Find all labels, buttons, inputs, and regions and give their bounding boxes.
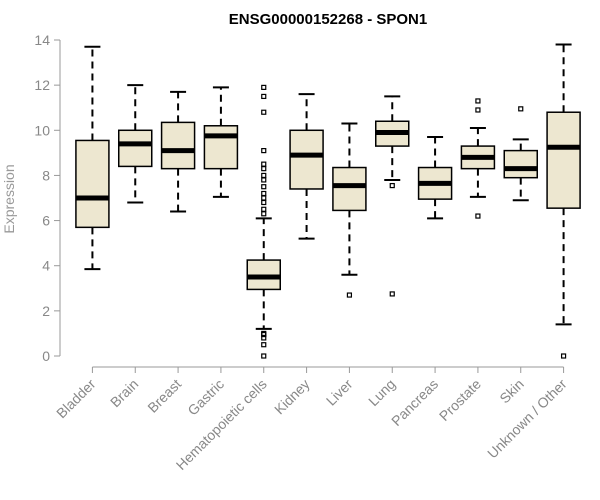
outlier-point [261,148,267,154]
outlier-point [261,177,267,183]
box-liver [332,122,367,298]
boxes-group [75,43,581,359]
x-category-label: Kidney [271,376,313,418]
box-skin [503,106,538,202]
outlier-point [261,109,267,115]
outlier-point [261,342,267,348]
box-iqr [75,139,110,229]
x-category-label: Brain [107,376,141,410]
outlier-point [261,211,267,217]
y-tick-label: 0 [42,348,50,364]
box-iqr [289,129,324,190]
outlier-point [560,353,567,359]
box-iqr [160,121,196,170]
outlier-point [261,172,267,179]
outlier-point [261,161,267,167]
outlier-point [261,190,267,197]
outlier-point [261,353,267,359]
box-hematopoietic-cells [246,84,281,359]
box-iqr [118,129,153,168]
box-iqr [503,149,538,179]
outlier-point [261,93,267,100]
outlier-point [346,292,353,298]
x-category-label: Unknown / Other [484,376,570,462]
outlier-point [389,291,395,297]
box-kidney [289,93,324,240]
x-category-label: Gastric [184,376,227,419]
x-category-label: Bladder [53,376,99,422]
x-category-label: Breast [144,376,184,416]
y-tick-label: 10 [34,122,50,138]
y-tick-label: 6 [42,213,50,229]
outlier-point [475,98,481,104]
outlier-point [261,330,267,337]
outlier-point [261,199,267,206]
y-axis: 0 2 4 6 8 10 12 14 [34,32,61,364]
box-pancreas [417,136,453,220]
box-iqr [546,111,581,209]
outlier-point [261,166,267,172]
box-prostate [460,98,496,219]
outlier-point [261,84,267,91]
outlier-point [261,184,267,190]
y-tick-label: 12 [34,77,50,93]
chart-title: ENSG00000152268 - SPON1 [229,11,427,28]
box-breast [160,90,196,213]
y-axis-label: Expression [1,164,17,233]
x-category-label: Skin [496,376,527,407]
outlier-point [475,213,481,219]
box-brain [118,84,153,204]
y-tick-label: 8 [42,167,50,183]
box-gastric [203,86,239,198]
x-category-label: Pancreas [388,376,441,429]
x-category-label: Liver [323,376,356,409]
box-iqr [203,125,239,170]
y-tick-label: 4 [42,258,50,274]
outlier-point [261,195,267,201]
outlier-point [518,106,524,112]
y-tick-label: 2 [42,303,50,319]
box-bladder [75,45,110,271]
x-category-label: Prostate [436,376,484,424]
x-category-label: Lung [365,376,398,409]
outlier-point [389,182,395,189]
box-lung [375,95,410,297]
y-tick-label: 14 [34,32,50,48]
box-iqr [332,166,367,212]
outlier-point [475,107,481,113]
outlier-point [261,206,267,212]
box-unknown-other [546,43,581,359]
